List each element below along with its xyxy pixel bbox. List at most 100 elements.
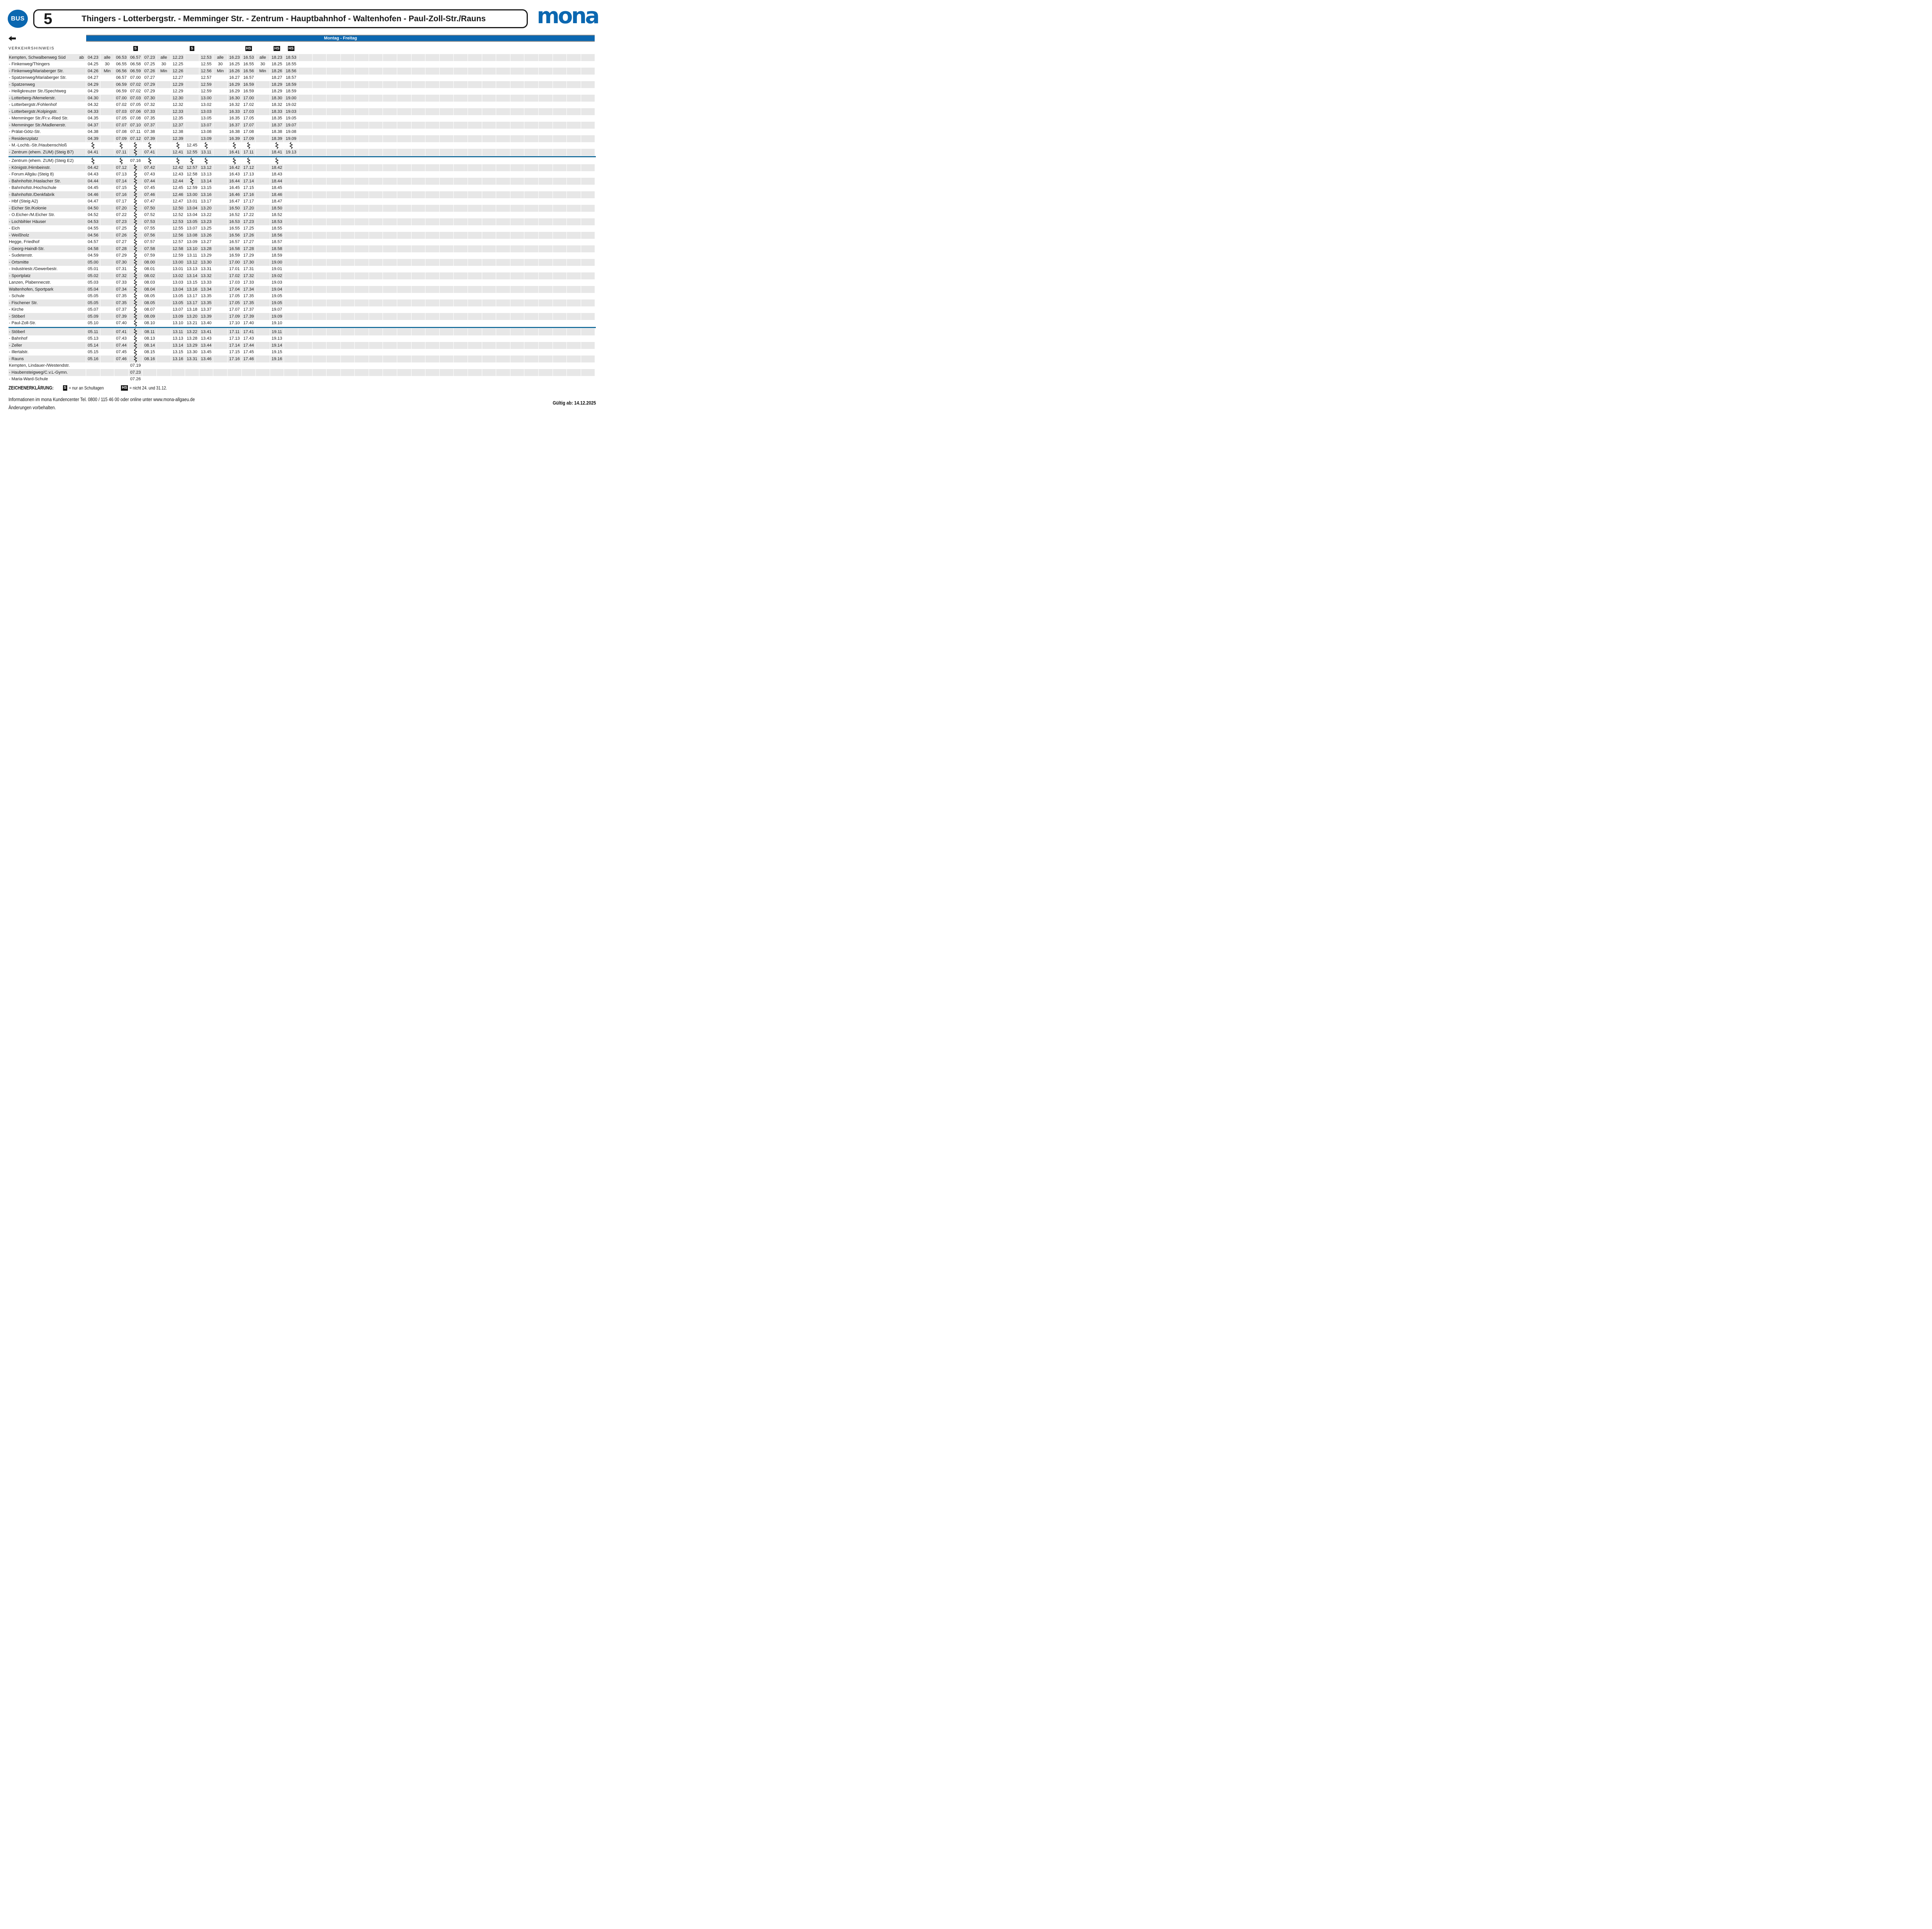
empty-cell bbox=[440, 212, 454, 219]
time-cell bbox=[185, 122, 199, 129]
time-cell bbox=[270, 376, 284, 383]
empty-cell bbox=[369, 279, 383, 286]
time-cell: 16.44 bbox=[227, 178, 242, 185]
time-cell: Min bbox=[213, 68, 227, 75]
time-cell: 13.35 bbox=[201, 294, 212, 299]
stop-name-cell: - Memminger Str./Fr.v.-Ried Str. bbox=[9, 115, 86, 122]
empty-cell bbox=[341, 306, 355, 313]
empty-cell bbox=[298, 279, 312, 286]
empty-cell bbox=[340, 286, 355, 293]
empty-cell bbox=[383, 232, 397, 239]
empty-cell bbox=[539, 88, 553, 95]
empty-cell bbox=[397, 198, 411, 205]
empty-cell bbox=[298, 129, 312, 136]
empty-cell bbox=[312, 313, 327, 320]
time-cell: 13.41 bbox=[199, 328, 213, 335]
empty-cell bbox=[369, 164, 383, 171]
time-cell: 12.59 bbox=[199, 81, 213, 88]
time-cell: 05.02 bbox=[86, 272, 100, 279]
empty-cell bbox=[553, 362, 567, 369]
empty-cell bbox=[482, 185, 496, 192]
time-cell: 05.10 bbox=[88, 321, 99, 326]
time-cell: 05.14 bbox=[86, 342, 100, 349]
stop-row: - Memminger Str./Fr.v.-Ried Str. 04.35 07.… bbox=[9, 115, 596, 122]
stop-name-cell: - Forum Allgäu (Steig 8) bbox=[9, 171, 86, 178]
time-cell: 16.55 bbox=[243, 62, 254, 67]
empty-cell bbox=[468, 218, 482, 225]
time-cell: 12.26 bbox=[171, 68, 185, 75]
empty-cell bbox=[539, 252, 553, 259]
stop-name-cell: - Eich bbox=[9, 225, 86, 232]
empty-cell bbox=[496, 108, 510, 115]
empty-cell bbox=[439, 135, 454, 142]
empty-cell bbox=[397, 135, 411, 142]
empty-cell bbox=[510, 178, 524, 185]
empty-cell bbox=[412, 279, 425, 286]
empty-cell bbox=[440, 61, 454, 68]
service-day-label: Montag - Freitag bbox=[324, 36, 357, 41]
empty-cell bbox=[355, 252, 369, 259]
time-cell bbox=[100, 75, 114, 82]
empty-cell bbox=[298, 135, 312, 142]
time-cell: 16.29 bbox=[227, 81, 242, 88]
time-cell: 07.05 bbox=[116, 116, 127, 121]
time-cell bbox=[157, 185, 171, 192]
empty-cell bbox=[454, 299, 468, 306]
empty-cell bbox=[510, 225, 524, 232]
time-cell: 12.55 bbox=[201, 62, 212, 67]
time-cell bbox=[213, 191, 227, 198]
empty-cell bbox=[439, 149, 454, 156]
empty-cell bbox=[581, 95, 595, 102]
empty-cell bbox=[327, 102, 340, 109]
time-cell: 13.13 bbox=[172, 336, 184, 341]
empty-cell bbox=[581, 102, 595, 109]
time-cell bbox=[284, 356, 298, 362]
time-cell bbox=[129, 171, 143, 178]
empty-cell bbox=[553, 376, 567, 383]
no-stop-zigzag-icon bbox=[134, 198, 138, 205]
empty-cell bbox=[496, 313, 510, 320]
no-stop-zigzag-icon bbox=[134, 142, 138, 149]
empty-cell bbox=[482, 142, 496, 149]
empty-cell bbox=[340, 259, 355, 266]
time-cell: 13.22 bbox=[201, 213, 212, 218]
empty-cell bbox=[553, 205, 567, 212]
stop-name-cell: - Rauns bbox=[9, 356, 86, 362]
time-cell: 18.50 bbox=[270, 205, 284, 212]
empty-cell bbox=[468, 178, 482, 185]
empty-cell bbox=[355, 335, 369, 342]
empty-cell bbox=[454, 81, 468, 88]
empty-cell bbox=[553, 135, 567, 142]
empty-cell bbox=[440, 102, 454, 109]
time-cell: 07.30 bbox=[114, 259, 128, 266]
empty-cell bbox=[454, 306, 468, 313]
time-cell: 18.56 bbox=[270, 232, 284, 239]
empty-cell bbox=[327, 205, 340, 212]
time-cell: 19.15 bbox=[271, 350, 282, 355]
empty-cell bbox=[327, 122, 340, 129]
time-cell: 17.12 bbox=[242, 164, 256, 171]
empty-cell bbox=[313, 306, 327, 313]
empty-cell bbox=[454, 135, 468, 142]
empty-cell bbox=[581, 356, 595, 362]
time-cell: 13.23 bbox=[199, 218, 213, 225]
time-cell bbox=[100, 293, 114, 300]
empty-cell bbox=[567, 266, 581, 273]
time-cell: 07.44 bbox=[114, 342, 128, 349]
time-cell: 12.53 bbox=[171, 218, 185, 225]
empty-cell bbox=[539, 102, 553, 109]
time-cell bbox=[228, 376, 242, 383]
time-cell bbox=[100, 171, 114, 178]
stop-name: - Rauns bbox=[9, 356, 24, 361]
empty-cell bbox=[312, 272, 327, 279]
time-cell bbox=[213, 245, 227, 252]
time-cell bbox=[242, 142, 256, 149]
empty-cell bbox=[298, 232, 312, 239]
empty-cell bbox=[468, 349, 482, 356]
empty-cell bbox=[539, 191, 553, 198]
time-cell: 16.59 bbox=[243, 89, 254, 94]
empty-cell bbox=[355, 129, 369, 136]
time-cell: 04.30 bbox=[86, 95, 100, 102]
time-cell: 07.46 bbox=[114, 356, 128, 362]
empty-cell bbox=[454, 349, 468, 356]
